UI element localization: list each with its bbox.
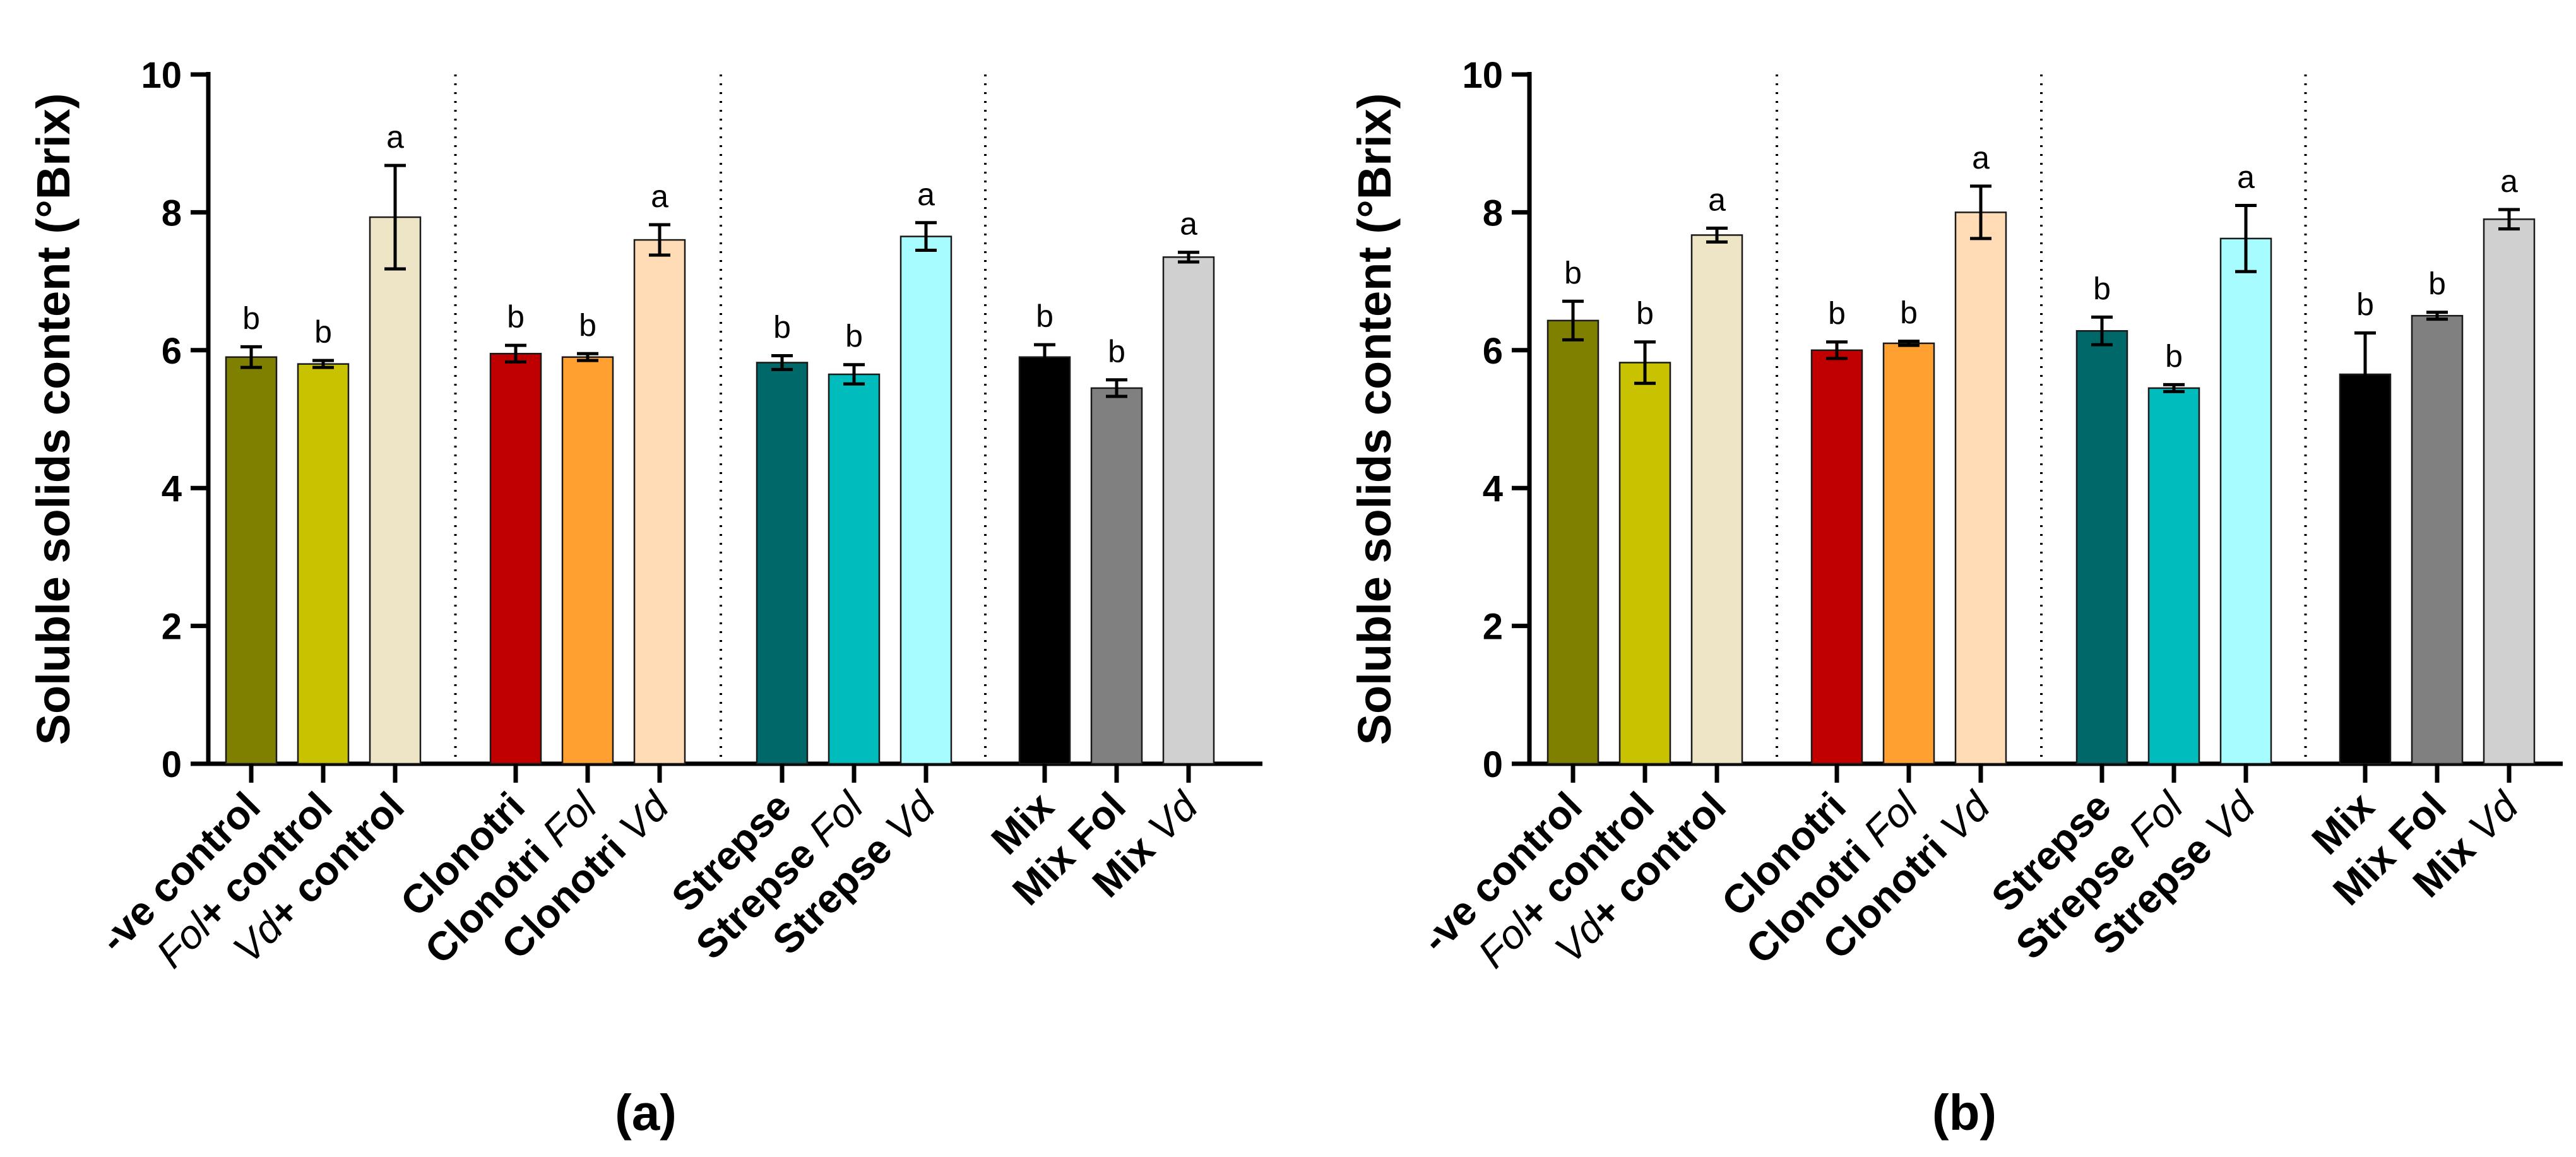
chart-panel-a: Soluble solids content (°Brix)0246810b-v…: [27, 55, 1262, 1141]
bar: [1618, 362, 1671, 765]
bar: [297, 363, 350, 765]
error-bar: [2498, 208, 2520, 231]
error-bar: [384, 163, 406, 271]
bar: [2411, 314, 2464, 765]
error-bar: [1034, 343, 1055, 371]
bar: [899, 235, 953, 765]
y-tick-label: 8: [1483, 193, 1503, 234]
significance-letter: b: [2356, 287, 2374, 323]
significance-letter: b: [1564, 255, 1582, 290]
y-tick-label: 8: [162, 193, 182, 234]
error-bar: [649, 223, 670, 257]
error-bar: [1106, 378, 1127, 398]
significance-letter: b: [507, 299, 525, 335]
error-bar: [2426, 311, 2448, 321]
y-axis-title: Soluble solids content (°Brix): [27, 93, 80, 745]
bar: [2339, 373, 2392, 765]
error-bar: [2091, 315, 2113, 347]
y-tick-label: 10: [141, 55, 182, 96]
significance-letter: b: [1036, 299, 1054, 334]
significance-letter: b: [2165, 338, 2183, 374]
bar: [1546, 319, 1600, 765]
bar: [489, 353, 542, 765]
error-bar: [2235, 203, 2257, 273]
significance-letter: b: [1900, 295, 1918, 331]
significance-letter: b: [773, 310, 791, 345]
bar: [1162, 256, 1215, 765]
error-bar: [505, 343, 526, 364]
bar: [828, 373, 881, 765]
chart-panel-b: Soluble solids content (°Brix)0246810b-v…: [1348, 55, 2563, 1141]
error-bar: [240, 345, 262, 369]
significance-letter: a: [2500, 163, 2518, 199]
error-bar: [771, 354, 793, 371]
y-tick-label: 2: [162, 607, 182, 648]
bar: [2483, 218, 2536, 765]
error-bar: [915, 221, 937, 252]
error-bar: [577, 352, 598, 362]
error-bar: [843, 363, 865, 386]
error-bar: [1562, 299, 1584, 341]
y-tick-label: 4: [1483, 468, 1503, 509]
significance-letter: a: [917, 177, 935, 212]
panel-label: (a): [615, 1084, 677, 1141]
significance-letter: a: [1972, 140, 1990, 175]
y-axis-title: Soluble solids content (°Brix): [1348, 93, 1401, 745]
panel-label: (b): [1932, 1084, 1997, 1141]
error-bar: [2163, 383, 2185, 393]
error-bar: [1178, 251, 1199, 264]
error-bar: [1898, 340, 1920, 347]
error-bar: [1634, 340, 1656, 385]
error-bar: [1706, 227, 1728, 244]
significance-letter: b: [2428, 266, 2446, 302]
error-bar: [1970, 184, 1991, 240]
bar: [1090, 387, 1143, 765]
y-tick-label: 6: [162, 331, 182, 372]
bar: [1882, 342, 1935, 765]
y-tick-label: 0: [162, 744, 182, 785]
significance-letter: a: [386, 119, 404, 155]
significance-letter: b: [314, 314, 332, 350]
significance-letter: b: [2093, 271, 2111, 306]
bar: [1690, 234, 1743, 765]
y-tick-label: 4: [162, 468, 182, 509]
bar: [369, 216, 422, 765]
error-bar: [1826, 340, 1848, 360]
bar: [1018, 356, 1071, 765]
significance-letter: b: [1636, 296, 1654, 331]
y-tick-label: 2: [1483, 607, 1503, 648]
bar: [561, 356, 614, 765]
significance-letter: a: [1708, 182, 1726, 218]
bar: [225, 356, 278, 765]
y-tick-label: 6: [1483, 331, 1503, 372]
significance-letter: a: [1180, 206, 1197, 242]
significance-letter: b: [1828, 296, 1846, 331]
bar: [1954, 211, 2007, 765]
bar: [2219, 237, 2272, 765]
error-bar: [2354, 331, 2376, 418]
bar: [1810, 349, 1863, 765]
y-tick-label: 0: [1483, 744, 1503, 785]
bar: [2075, 329, 2128, 765]
bar: [633, 239, 686, 765]
significance-letter: b: [579, 307, 597, 343]
significance-letter: b: [1108, 334, 1125, 369]
significance-letter: a: [2237, 159, 2255, 194]
significance-letter: a: [651, 179, 668, 214]
significance-letter: b: [242, 300, 260, 336]
error-bar: [312, 359, 334, 369]
y-tick-label: 10: [1462, 55, 1503, 96]
significance-letter: b: [845, 319, 863, 354]
bar: [2147, 387, 2200, 765]
bar: [756, 362, 809, 765]
